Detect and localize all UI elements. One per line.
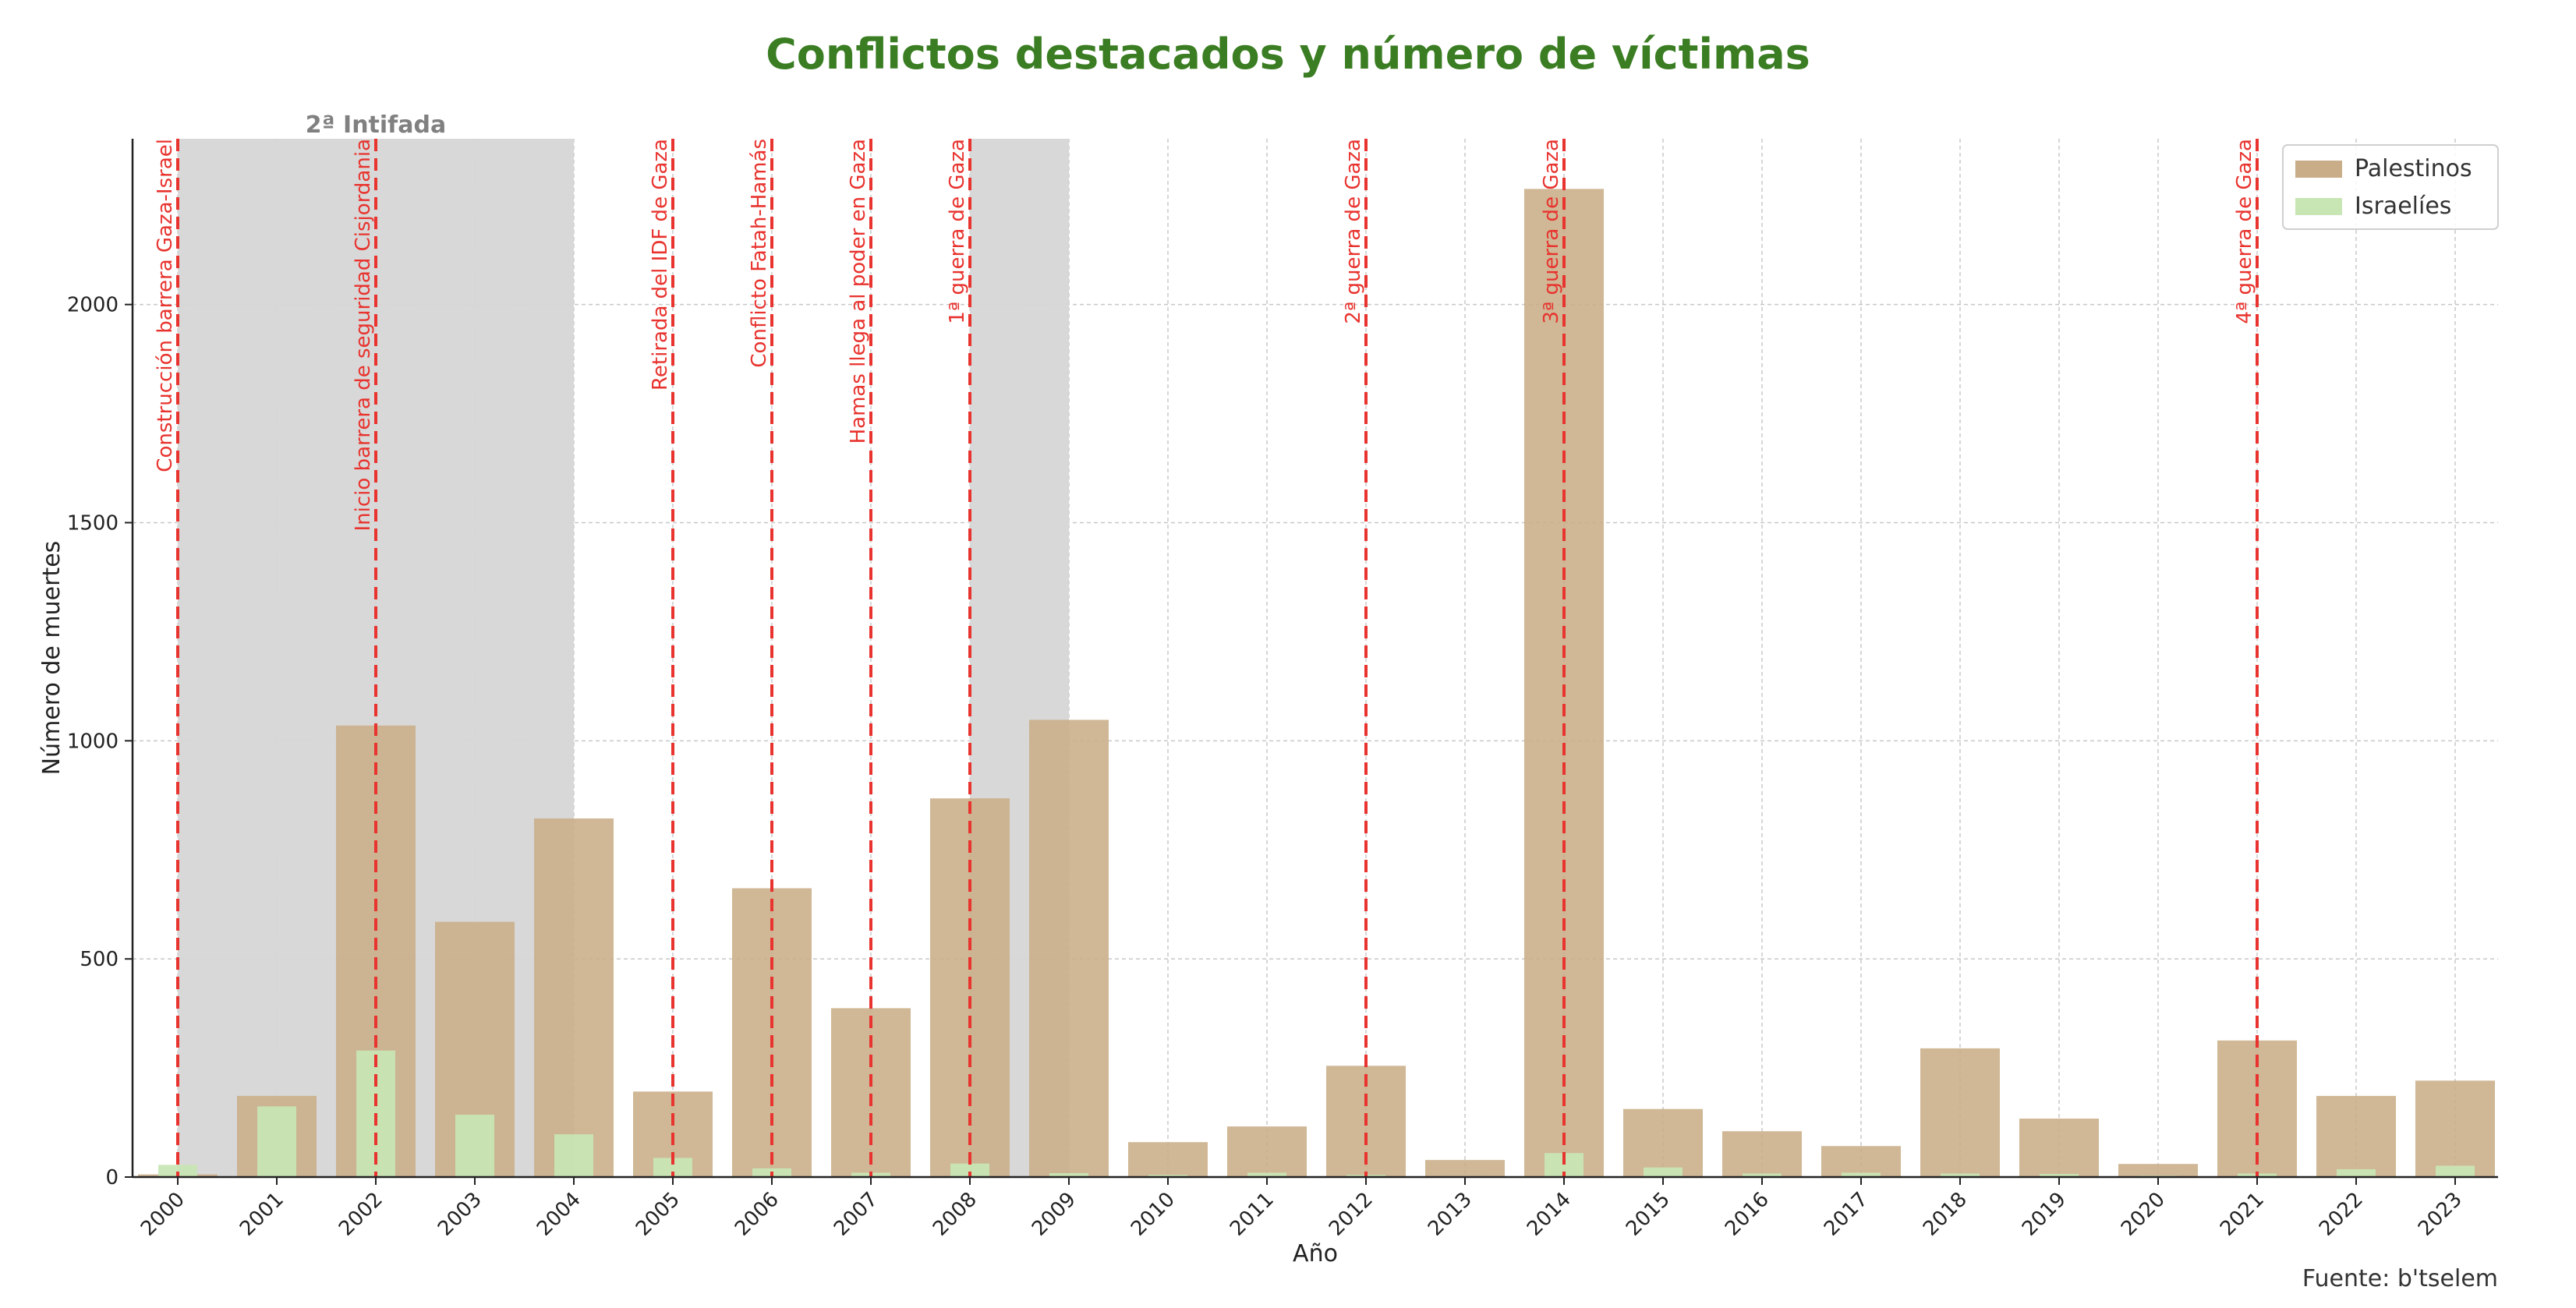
x-tick-label: 2021 [2216, 1188, 2269, 1241]
legend-label: Israelíes [2355, 193, 2451, 220]
x-tick-label: 2014 [1523, 1188, 1576, 1241]
bar-israelies [1247, 1172, 1286, 1177]
bar-israelies [1644, 1167, 1683, 1177]
bar-palestinos [1227, 1126, 1307, 1177]
bar-israelies [1743, 1173, 1782, 1177]
bar-palestinos [1920, 1048, 2000, 1177]
x-tick-labels: 2000 2001 2002 2003 2004 2005 2006 2007 2008 2009… [136, 1177, 2467, 1241]
bar-palestinos [534, 818, 614, 1177]
legend: Palestinos Israelíes [2282, 144, 2499, 230]
event-label: Construcción barrera Gaza-Israel [154, 139, 177, 472]
x-axis-label: Año [1293, 1240, 1338, 1267]
bar-palestinos [1029, 719, 1109, 1177]
bar-palestinos [732, 888, 812, 1177]
bar-israelies [257, 1106, 296, 1177]
bar-israelies [950, 1163, 989, 1177]
y-tick-label: 1500 [67, 512, 119, 536]
x-tick-label: 2020 [2117, 1188, 2170, 1241]
event-lines: Construcción barrera Gaza-Israel Inicio b… [154, 139, 2259, 1177]
x-tick-label: 2002 [334, 1188, 387, 1241]
x-tick-label: 2000 [136, 1188, 189, 1241]
event-label: 1ª guerra de Gaza [946, 139, 969, 324]
bar-israelies [2436, 1165, 2475, 1177]
x-tick-label: 2007 [830, 1188, 883, 1241]
axes [131, 139, 2498, 1179]
source-note: Fuente: b'tselem [2302, 1265, 2498, 1292]
bar-palestinos [1128, 1142, 1208, 1177]
event-label: Retirada del IDF de Gaza [649, 139, 672, 391]
x-tick-label: 2013 [1424, 1188, 1477, 1241]
event-label: Conflicto Fatah-Hamás [748, 139, 771, 368]
event-label: 3ª guerra de Gaza [1540, 139, 1563, 324]
legend-label: Palestinos [2355, 155, 2472, 182]
x-tick-label: 2022 [2315, 1188, 2368, 1241]
y-tick-label: 0 [105, 1166, 119, 1190]
y-tick-label: 2000 [67, 294, 119, 317]
event-label: Hamas llega al poder en Gaza [847, 139, 870, 444]
bar-palestinos [1821, 1146, 1901, 1177]
legend-swatch [2295, 198, 2342, 215]
bar-palestinos [2415, 1080, 2495, 1177]
event-label: 4ª guerra de Gaza [2233, 139, 2256, 324]
bar-israelies [2337, 1168, 2376, 1177]
bar-palestinos [2316, 1095, 2396, 1177]
x-tick-label: 2010 [1127, 1188, 1180, 1241]
x-tick-label: 2016 [1721, 1188, 1774, 1241]
bar-israelies [554, 1134, 593, 1177]
bar-palestinos [1623, 1108, 1703, 1177]
x-tick-label: 2005 [632, 1188, 685, 1241]
chart-title: Conflictos destacados y número de víctim… [766, 30, 1810, 79]
x-tick-label: 2019 [2018, 1188, 2071, 1241]
bar-israelies [1842, 1172, 1881, 1177]
bar-israelies [1941, 1173, 1980, 1177]
bar-israelies [158, 1165, 197, 1177]
x-tick-label: 2023 [2414, 1188, 2467, 1241]
y-tick-labels: 0 500 1000 1500 2000 [67, 294, 133, 1190]
event-label: 2ª guerra de Gaza [1342, 139, 1365, 324]
event-label: Inicio barrera de seguridad Cisjordania [352, 139, 375, 532]
bar-palestinos [1722, 1131, 1802, 1177]
bar-israelies [455, 1114, 494, 1177]
bar-israelies [1148, 1175, 1187, 1177]
x-tick-label: 2003 [433, 1188, 487, 1241]
x-tick-label: 2001 [235, 1188, 288, 1241]
bar-palestinos [831, 1008, 911, 1177]
y-axis-label: Número de muertes [38, 541, 65, 776]
x-tick-label: 2004 [533, 1188, 586, 1241]
bar-palestinos [1425, 1160, 1505, 1177]
x-tick-label: 2009 [1028, 1188, 1081, 1241]
bar-israelies [2040, 1174, 2079, 1177]
x-tick-label: 2006 [731, 1188, 784, 1241]
y-tick-label: 500 [80, 948, 119, 971]
x-tick-label: 2011 [1226, 1188, 1279, 1241]
bar-israelies [1049, 1172, 1088, 1177]
bar-palestinos [2118, 1164, 2198, 1177]
x-tick-label: 2015 [1622, 1188, 1675, 1241]
x-tick-label: 2017 [1820, 1188, 1873, 1241]
y-tick-label: 1000 [67, 730, 119, 753]
legend-swatch [2295, 161, 2342, 178]
x-tick-label: 2018 [1919, 1188, 1972, 1241]
bar-palestinos [2019, 1119, 2099, 1177]
x-tick-label: 2012 [1325, 1188, 1378, 1241]
x-tick-label: 2008 [929, 1188, 982, 1241]
shaded-period-label: 2ª Intifada [306, 111, 446, 139]
